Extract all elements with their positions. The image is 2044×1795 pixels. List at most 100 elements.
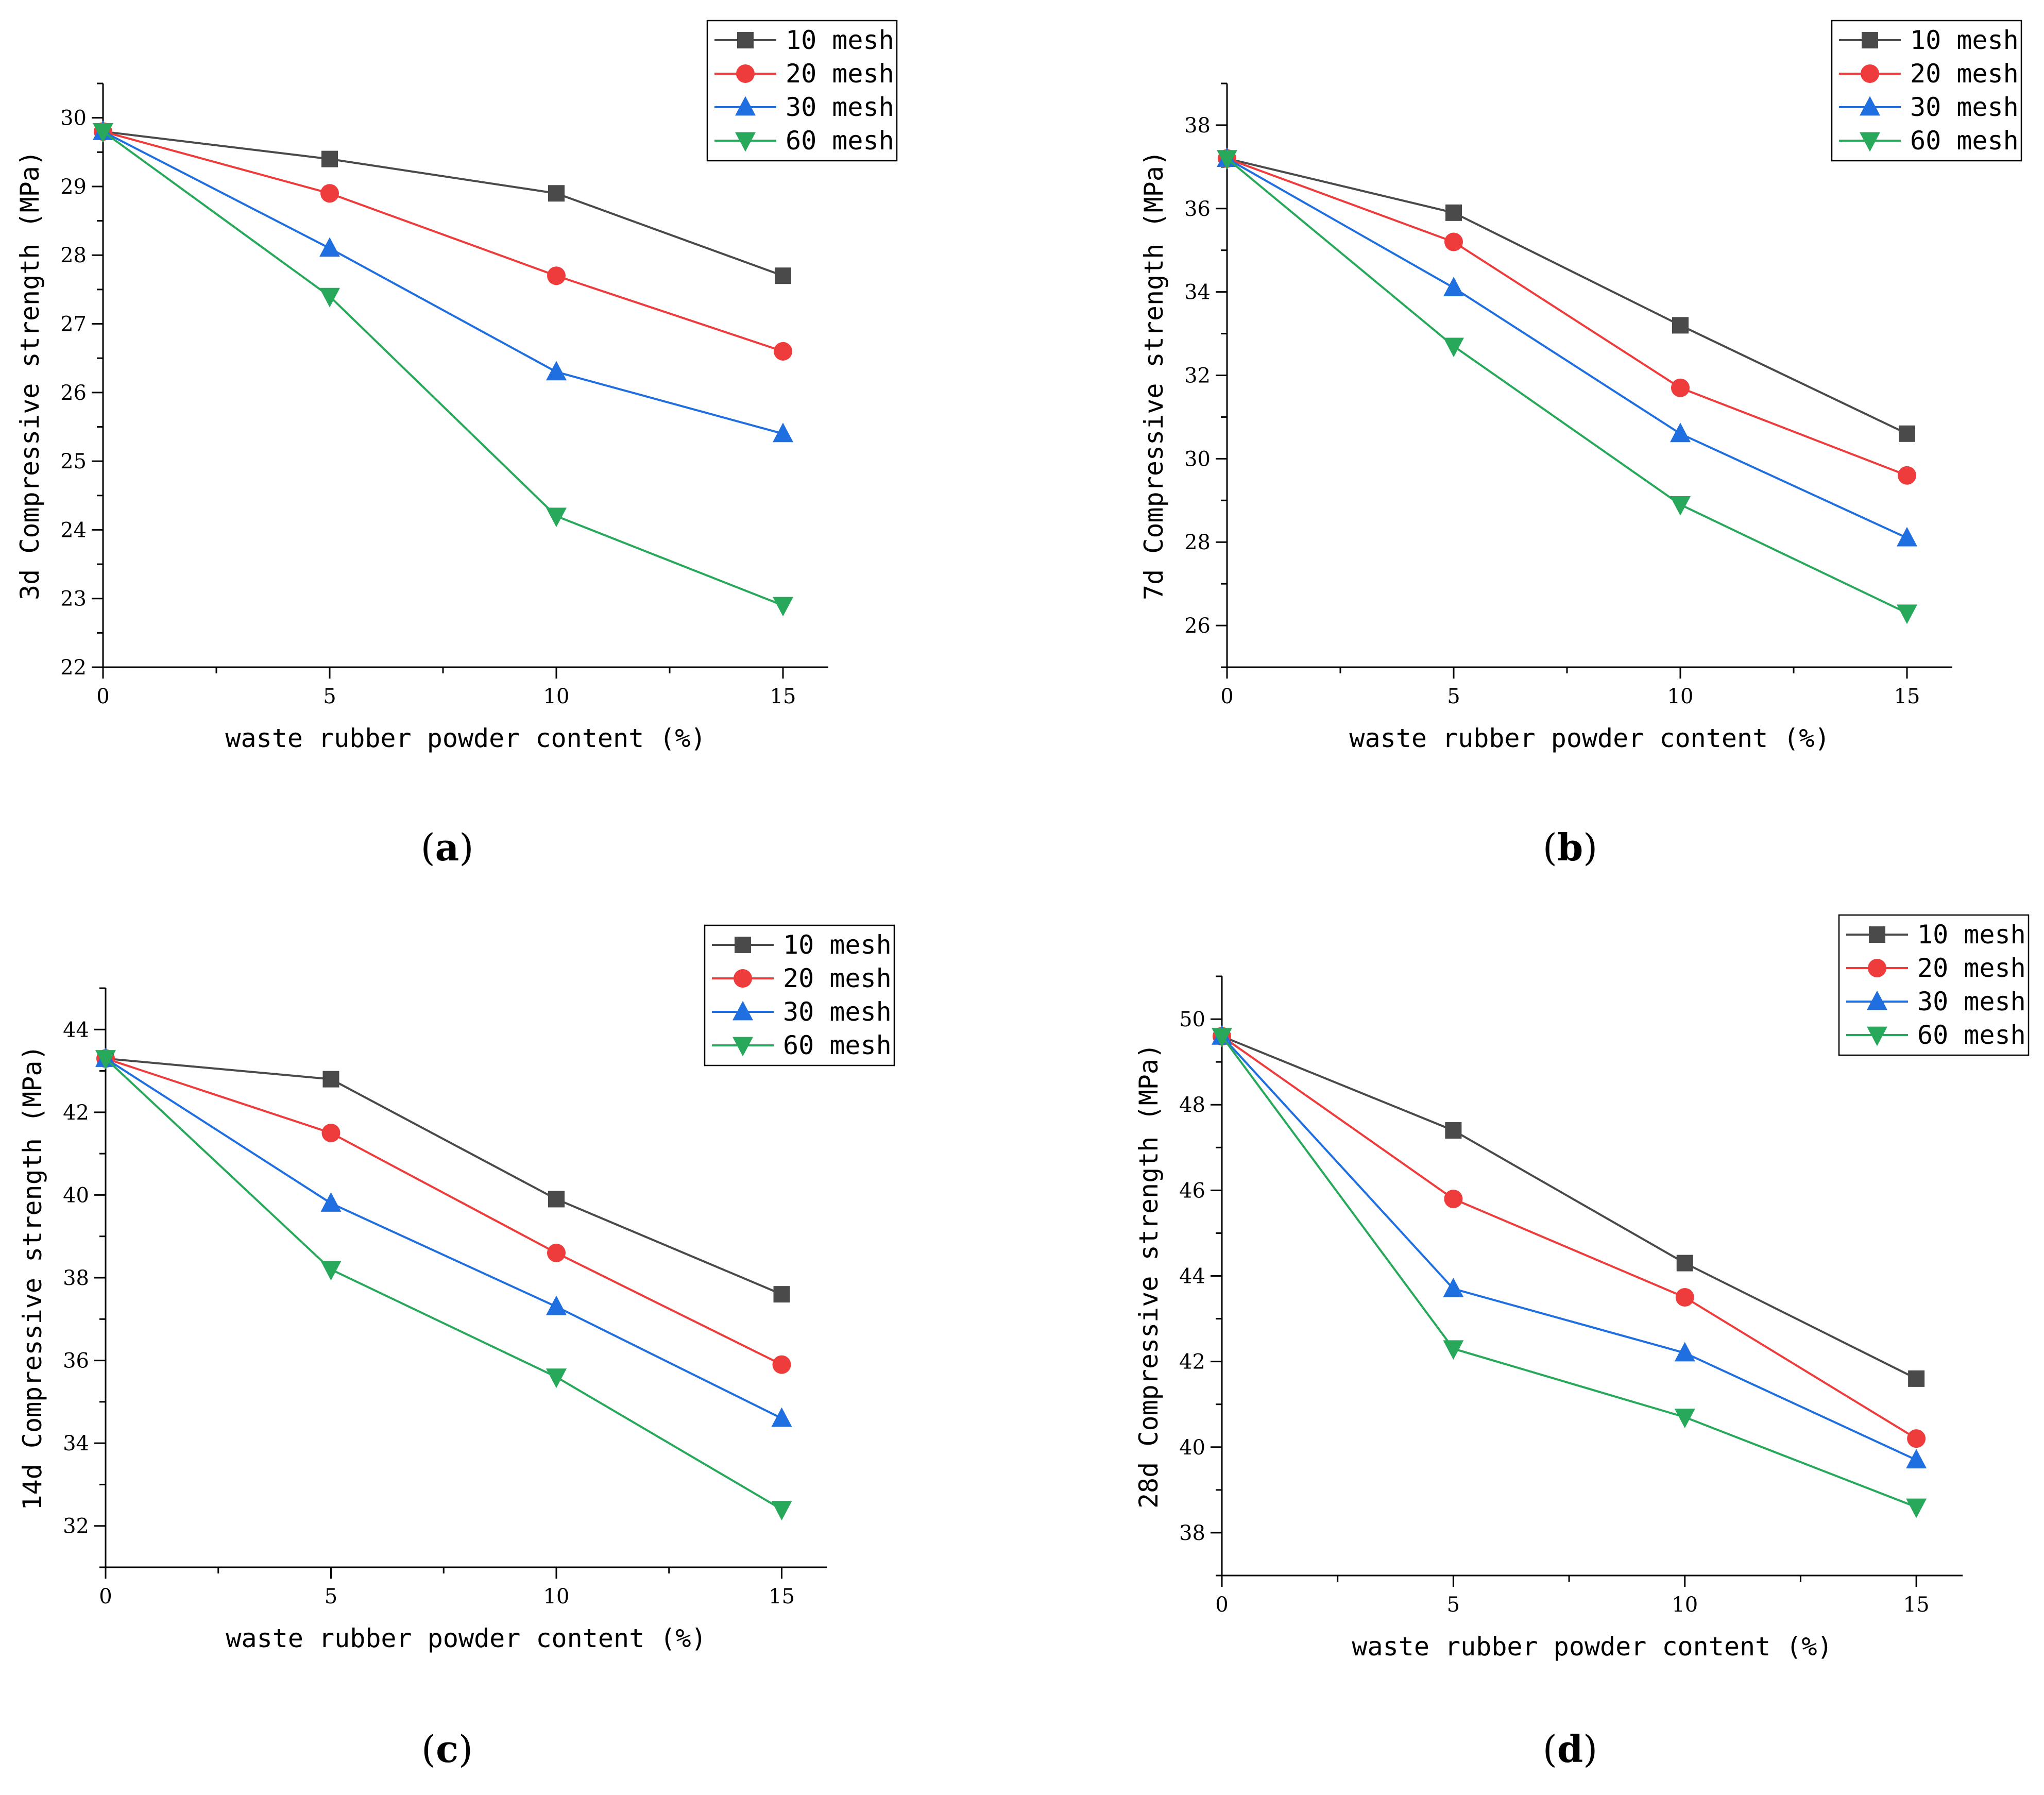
legend-marker [1868, 959, 1886, 977]
data-point [1443, 1278, 1464, 1297]
legend-label: 20 mesh [786, 59, 894, 89]
series-line-60-mesh [1221, 1036, 1917, 1508]
data-point [1899, 425, 1915, 442]
x-tick-label: 0 [1220, 685, 1233, 708]
y-tick-label: 28 [60, 244, 87, 267]
y-tick-label: 23 [60, 587, 87, 611]
y-tick-label: 46 [1179, 1179, 1205, 1203]
panel-label-letter: b [1557, 825, 1583, 869]
data-point [95, 1050, 116, 1070]
x-tick-label: 15 [770, 685, 796, 708]
legend-label: 10 mesh [1910, 25, 2019, 55]
x-tick-label: 0 [96, 685, 109, 708]
y-axis-title: 7d Compressive strength (MPa) [1139, 150, 1169, 600]
x-axis-title: waste rubber powder content (%) [1349, 723, 1830, 753]
data-point [1445, 1122, 1462, 1139]
y-tick-label: 22 [60, 656, 87, 680]
y-tick-label: 24 [60, 518, 87, 542]
legend-marker [1869, 926, 1885, 943]
y-tick-label: 42 [1179, 1350, 1205, 1374]
x-tick-label: 15 [1903, 1593, 1930, 1617]
legend-marker [733, 1001, 753, 1021]
y-tick-label: 36 [63, 1349, 89, 1373]
data-point [1675, 1288, 1694, 1307]
legend-label: 10 mesh [783, 930, 892, 960]
panel-label-letter: a [435, 825, 459, 869]
series-line-30-mesh [1221, 1035, 1917, 1461]
y-axis-title: 14d Compressive strength (MPa) [18, 1045, 47, 1510]
series-line-60-mesh [102, 130, 783, 606]
x-tick-label: 10 [1667, 685, 1694, 708]
y-tick-label: 38 [1179, 1521, 1205, 1545]
legend-label: 10 mesh [1917, 920, 2026, 950]
panel-label-open: ( [1543, 826, 1557, 869]
data-point [1906, 1449, 1927, 1469]
legend-marker [734, 969, 752, 988]
panel-label-open: ( [421, 826, 435, 869]
x-tick-label: 5 [323, 685, 336, 708]
y-axis-title: 3d Compressive strength (MPa) [15, 150, 45, 600]
data-point [1670, 496, 1691, 516]
legend-marker [736, 64, 755, 83]
data-point [773, 422, 793, 443]
legend-label: 30 mesh [786, 92, 894, 122]
legend-label: 10 mesh [786, 25, 894, 55]
x-axis-title: waste rubber powder content (%) [1352, 1632, 1832, 1662]
data-point [775, 267, 791, 284]
series-line-30-mesh [105, 1057, 782, 1419]
y-tick-label: 27 [60, 313, 87, 336]
data-point [546, 1295, 567, 1315]
legend-marker [735, 96, 756, 116]
panel-label-close: ) [1583, 826, 1597, 869]
chart-panel-c: 0 5 10 15 32 34 36 38 40 42 44 waste rubber powder … [18, 924, 895, 1771]
data-point [773, 1286, 790, 1303]
data-point [1443, 1340, 1464, 1360]
series-line-60-mesh [105, 1058, 782, 1511]
data-point [321, 150, 338, 167]
data-point [546, 507, 567, 528]
y-tick-label: 30 [60, 107, 87, 130]
data-point [1897, 604, 1917, 624]
panel-label-letter: d [1557, 1727, 1583, 1771]
legend-marker [737, 32, 754, 48]
panel-label: (c) [421, 1727, 473, 1771]
data-point [1907, 1429, 1926, 1448]
panel-label: (b) [1543, 825, 1598, 869]
series-line-20-mesh [105, 1057, 782, 1366]
y-axis-title: 28d Compressive strength (MPa) [1134, 1043, 1164, 1509]
legend-label: 60 mesh [786, 126, 894, 156]
data-point [320, 1192, 342, 1212]
panel-label: (d) [1543, 1727, 1598, 1771]
series-line-20-mesh [1227, 157, 1907, 477]
legend-marker [735, 132, 756, 152]
panel-label-close: ) [458, 1728, 473, 1771]
legend-marker [1861, 64, 1879, 83]
data-point [319, 287, 340, 308]
y-tick-label: 28 [1184, 531, 1211, 554]
legend-label: 60 mesh [1917, 1020, 2026, 1050]
data-point [1444, 1189, 1463, 1208]
series-line-30-mesh [103, 130, 783, 435]
data-point [772, 1355, 791, 1374]
legend-label: 20 mesh [1917, 953, 2026, 983]
y-tick-label: 42 [63, 1101, 89, 1125]
legend-label: 20 mesh [1910, 59, 2019, 89]
data-point [93, 123, 113, 143]
panel-label-close: ) [459, 826, 473, 869]
y-tick-label: 34 [63, 1432, 89, 1455]
y-tick-label: 32 [1184, 364, 1211, 388]
data-point [1674, 1409, 1695, 1429]
data-point [771, 1407, 792, 1427]
legend-label: 60 mesh [1910, 126, 2019, 156]
series-line-60-mesh [1226, 158, 1907, 614]
data-point [1217, 150, 1237, 170]
data-point [1906, 1498, 1927, 1518]
data-point [1897, 527, 1917, 547]
panel-label-close: ) [1583, 1728, 1597, 1771]
legend-marker [1862, 32, 1878, 48]
legend-marker [1860, 132, 1880, 152]
legend-marker [733, 1037, 753, 1057]
legend-label: 30 mesh [1910, 92, 2019, 122]
data-point [1445, 204, 1462, 221]
